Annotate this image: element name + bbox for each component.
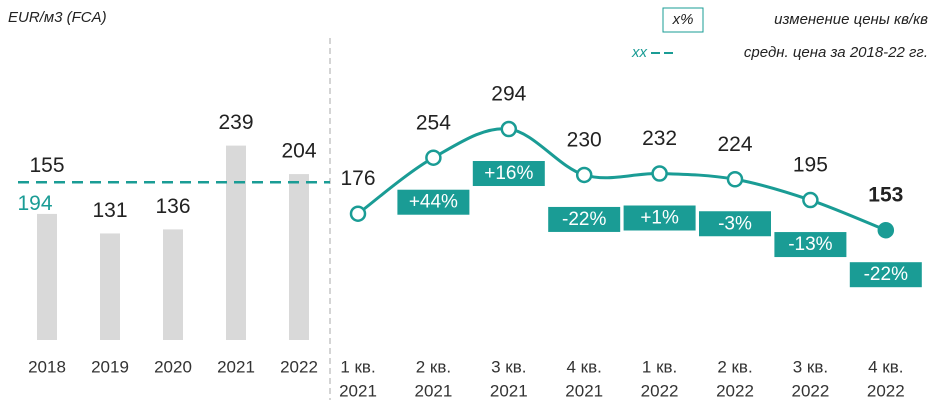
point: [877, 221, 895, 239]
value-label: 153: [868, 184, 903, 207]
bar: [226, 145, 246, 340]
x-tick-label: 2022: [791, 381, 829, 400]
x-tick-label: 2022: [867, 381, 905, 400]
point: [349, 205, 367, 222]
x-tick-label: 1 кв.: [642, 357, 677, 376]
legend-text: средн. цена за 2018-22 гг.: [744, 44, 928, 61]
value-label: 294: [491, 83, 526, 106]
x-tick-label: 2019: [91, 357, 129, 376]
x-tick-label: 2018: [28, 357, 66, 376]
change-label: -13%: [788, 234, 832, 255]
x-tick-label: 2020: [154, 357, 192, 376]
value-label: 232: [642, 127, 677, 150]
change-label: +44%: [409, 192, 458, 213]
x-tick-label: 1 кв.: [340, 357, 375, 376]
legend-avg-marker: xx: [631, 44, 648, 61]
point: [575, 166, 593, 184]
change-label: +1%: [640, 208, 679, 229]
change-box: [397, 189, 470, 215]
x-tick-label: 2021: [490, 381, 528, 400]
bar: [37, 213, 57, 340]
x-tick-label: 4 кв.: [567, 357, 602, 376]
point: [500, 120, 518, 138]
bar: [163, 229, 183, 340]
x-tick-label: 2 кв.: [416, 357, 451, 376]
point: [425, 149, 442, 166]
value-label: 195: [793, 154, 828, 177]
change-box: [774, 232, 847, 258]
change-box: [849, 262, 922, 288]
change-box: [472, 161, 545, 187]
x-tick-label: 2 кв.: [717, 357, 752, 376]
x-tick-label: 2022: [641, 381, 679, 400]
value-label: 155: [29, 154, 64, 177]
legend-box-text: x%: [672, 11, 694, 28]
point: [802, 191, 819, 209]
line: [357, 127, 887, 232]
average-label: 194: [17, 192, 52, 215]
change-label: -22%: [864, 264, 908, 285]
value-label: 230: [567, 128, 602, 151]
change-box: [699, 211, 771, 237]
unit-label: EUR/м3 (FCA): [8, 9, 107, 26]
x-tick-label: 2021: [217, 357, 255, 376]
x-tick-label: 2022: [716, 381, 754, 400]
value-label: 136: [155, 195, 190, 218]
legend-box: [662, 7, 704, 33]
change-label: -22%: [562, 209, 606, 230]
value-label: 239: [218, 111, 253, 134]
bar: [100, 233, 120, 340]
change-label: -3%: [718, 213, 752, 234]
point: [726, 170, 744, 188]
change-box: [623, 205, 696, 231]
change-box: [548, 206, 621, 232]
value-label: 176: [340, 167, 375, 190]
x-tick-label: 2021: [565, 381, 603, 400]
x-tick-label: 4 кв.: [868, 357, 903, 376]
change-label: +16%: [484, 163, 533, 184]
x-tick-label: 2022: [280, 357, 318, 376]
point: [651, 165, 668, 182]
x-tick-label: 2021: [339, 381, 377, 400]
legend-text: изменение цены кв/кв: [774, 11, 928, 28]
value-label: 224: [717, 133, 752, 156]
value-label: 131: [92, 199, 127, 222]
bar: [289, 174, 309, 340]
x-tick-label: 3 кв.: [491, 357, 526, 376]
x-tick-label: 3 кв.: [793, 357, 828, 376]
x-tick-label: 2021: [414, 381, 452, 400]
value-label: 204: [281, 140, 316, 163]
value-label: 254: [416, 111, 451, 134]
